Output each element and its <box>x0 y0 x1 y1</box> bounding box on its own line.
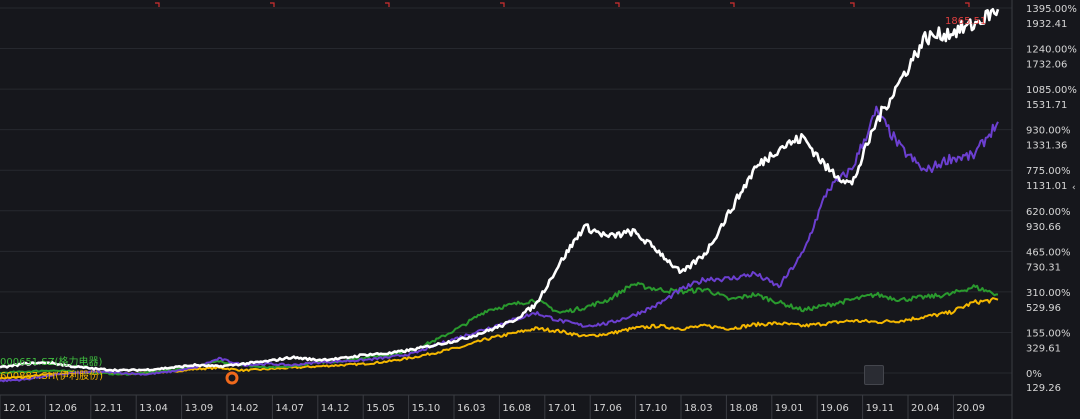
x-tick-label: 15.10 <box>412 403 441 414</box>
x-tick-label: 20.09 <box>956 403 985 414</box>
x-tick-label: 12.06 <box>48 403 77 414</box>
x-tick-label: 14.07 <box>275 403 304 414</box>
grid-lines <box>0 7 1012 374</box>
top-event-marker <box>615 2 620 7</box>
y-tick-pct: 465.00% <box>1026 247 1071 258</box>
x-tick-label: 12.11 <box>94 403 123 414</box>
series-lines <box>0 8 1000 383</box>
top-event-markers <box>155 2 970 7</box>
x-tick-label: 16.08 <box>502 403 531 414</box>
expand-arrow-icon[interactable]: ‹ <box>1072 183 1076 193</box>
series-line[interactable] <box>0 105 999 383</box>
y-tick-pct: 310.00% <box>1026 288 1071 299</box>
x-tick-label: 19.01 <box>775 403 804 414</box>
y-tick-price: 730.31 <box>1026 262 1061 273</box>
top-event-marker <box>155 2 160 7</box>
y-tick-pct: 1395.00% <box>1026 4 1077 15</box>
y-tick-pct: 620.00% <box>1026 207 1071 218</box>
event-marker-circle[interactable] <box>225 371 239 385</box>
top-event-marker <box>270 2 275 7</box>
y-tick-pct: 1240.00% <box>1026 45 1077 56</box>
x-axis: 12.01 12.06 12.11 13.04 13.09 14.02 14.07 14.12… <box>0 394 1012 419</box>
y-tick-price: 529.96 <box>1026 303 1061 314</box>
series-label-yili[interactable]: 600887.SH(伊利股份) <box>0 371 104 382</box>
top-event-marker <box>385 2 390 7</box>
top-event-marker <box>500 2 505 7</box>
x-tick-label: 19.06 <box>820 403 849 414</box>
series-line[interactable] <box>0 297 999 380</box>
x-tick-label: 13.04 <box>139 403 168 414</box>
top-event-marker <box>730 2 735 7</box>
y-tick-price: 1531.71 <box>1026 100 1067 111</box>
y-tick-pct: 775.00% <box>1026 166 1071 177</box>
y-tick-price: 329.61 <box>1026 343 1061 354</box>
x-tick-label: 15.05 <box>366 403 395 414</box>
y-axis: 1395.00% 1932.41 1240.00% 1732.06 1085.00% 15… <box>1011 0 1077 419</box>
x-tick-label: 20.04 <box>911 403 940 414</box>
x-tick-label: 18.08 <box>729 403 758 414</box>
y-tick-price: 930.66 <box>1026 222 1061 233</box>
x-tick-label: 17.06 <box>593 403 622 414</box>
x-tick-label: 13.09 <box>185 403 214 414</box>
x-tick-label: 19.11 <box>866 403 895 414</box>
y-tick-price: 1932.41 <box>1026 19 1067 30</box>
x-tick-label: 14.12 <box>321 403 350 414</box>
top-event-marker <box>965 2 970 7</box>
last-value-label: 1865.51 <box>945 16 986 27</box>
y-tick-pct: 0% <box>1026 369 1042 380</box>
x-tick-label: 14.02 <box>230 403 259 414</box>
y-tick-price: 1131.01 <box>1026 181 1067 192</box>
zoom-button[interactable] <box>864 365 884 385</box>
top-event-marker <box>850 2 855 7</box>
y-tick-pct: 155.00% <box>1026 328 1071 339</box>
y-tick-price: 1331.36 <box>1026 141 1067 152</box>
x-tick-label: 16.03 <box>457 403 486 414</box>
y-tick-pct: 1085.00% <box>1026 85 1077 96</box>
x-tick-label: 17.10 <box>639 403 668 414</box>
y-tick-price: 1732.06 <box>1026 60 1067 71</box>
y-tick-pct: 930.00% <box>1026 126 1071 137</box>
series-line[interactable] <box>0 281 999 376</box>
x-tick-label: 18.03 <box>684 403 713 414</box>
x-tick-label: 17.01 <box>548 403 577 414</box>
series-label-gree[interactable]: 000651.SZ(格力电器) <box>0 357 103 368</box>
series-line[interactable] <box>0 8 1000 373</box>
y-tick-price: 129.26 <box>1026 383 1061 394</box>
x-tick-label: 12.01 <box>3 403 32 414</box>
